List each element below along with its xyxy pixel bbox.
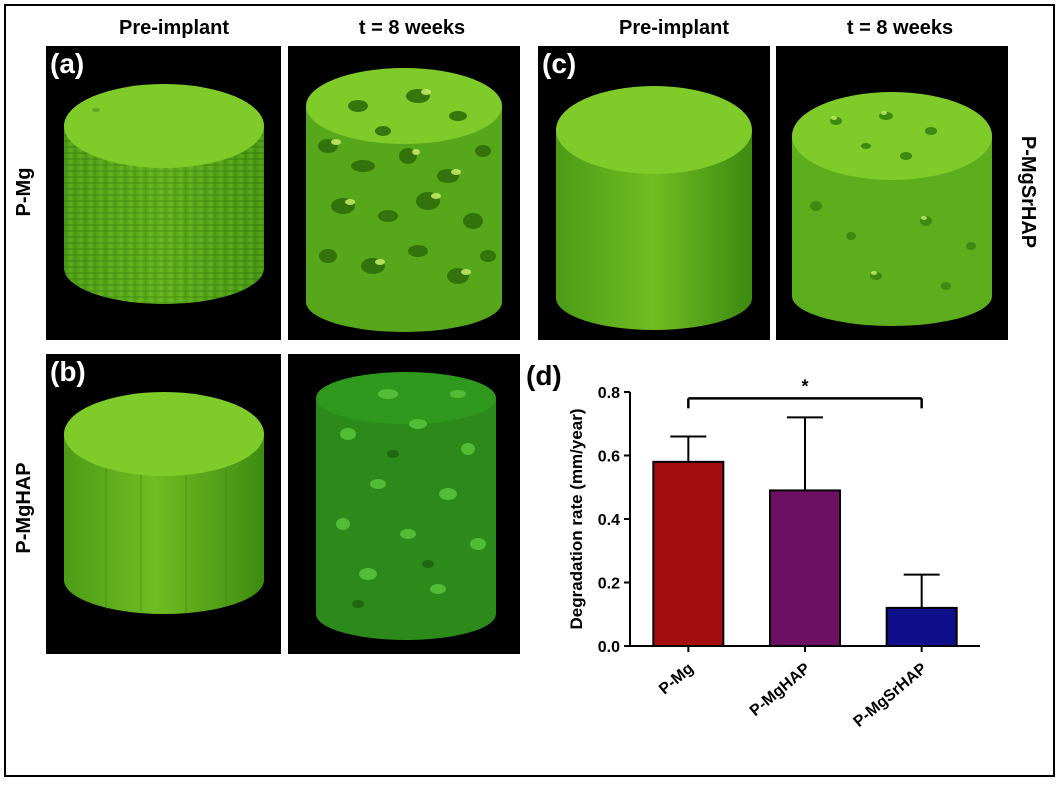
significance-star: * (801, 376, 808, 396)
y-axis-label: Degradation rate (mm/year) (567, 408, 586, 629)
column-header-right-pre: Pre-implant (618, 17, 730, 39)
bar-p-mghap (769, 489, 841, 647)
row-label-pmg: P-Mg (13, 167, 35, 217)
panel-a-t8weeks (288, 46, 520, 340)
panel-label-c: (c) (542, 48, 577, 79)
panel-label-b: (b) (50, 356, 86, 387)
cylinder-top (64, 84, 264, 168)
column-header-left-post: t = 8 weeks (358, 17, 466, 39)
panel-label-d: (d) (526, 360, 562, 391)
panel-b-pre-implant: (b) (46, 354, 281, 654)
column-header-right-post: t = 8 weeks (846, 17, 954, 39)
y-tick-label: 0.6 (598, 449, 620, 466)
row-label-pmghap: P-MgHAP (13, 462, 35, 554)
row-label-pmgsrhap: P-MgSrHAP (1017, 135, 1039, 249)
column-header-left-pre: Pre-implant (118, 17, 230, 39)
y-tick-label: 0.4 (598, 512, 620, 529)
degradation-chart: 0.0 0.2 0.4 0.6 0.8 * P-Mg P-MgHAP P-MgSrHAP D… (567, 376, 980, 731)
y-tick-label: 0.0 (598, 639, 620, 656)
panel-c-t8weeks (776, 46, 1008, 340)
panel-a-pre-implant: (a) (46, 46, 281, 340)
x-tick-label: P-Mg (656, 660, 697, 698)
y-tick-label: 0.8 (598, 385, 620, 402)
y-tick-label: 0.2 (598, 576, 620, 593)
panel-label-a: (a) (50, 48, 85, 79)
panel-b-t8weeks (288, 354, 520, 654)
x-tick-label: P-MgSrHAP (851, 660, 931, 731)
bar-p-mgsrhap (885, 606, 958, 647)
bar-p-mg (652, 460, 725, 647)
figure-frame (4, 4, 1055, 777)
panel-c-pre-implant: (c) (538, 46, 770, 340)
x-tick-label: P-MgHAP (747, 660, 814, 720)
